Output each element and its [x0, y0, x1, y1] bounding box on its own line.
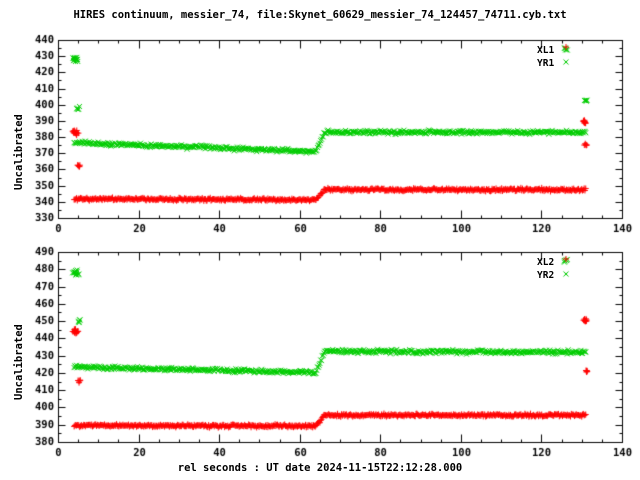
legend-label-yr2: YR2 [537, 270, 555, 281]
x-axis-label: rel seconds : UT date 2024-11-15T22:12:2… [177, 462, 463, 474]
y-axis-label-top: Uncalibrated [13, 114, 25, 190]
page-title: HIRES continuum, messier_74, file:Skynet… [73, 9, 567, 21]
y-axis-label-bottom: Uncalibrated [13, 324, 25, 400]
legend-label-yr1: YR1 [537, 58, 555, 69]
legend-label-xl2: XL2 [537, 257, 555, 268]
legend-label-xl1: XL1 [537, 45, 555, 56]
